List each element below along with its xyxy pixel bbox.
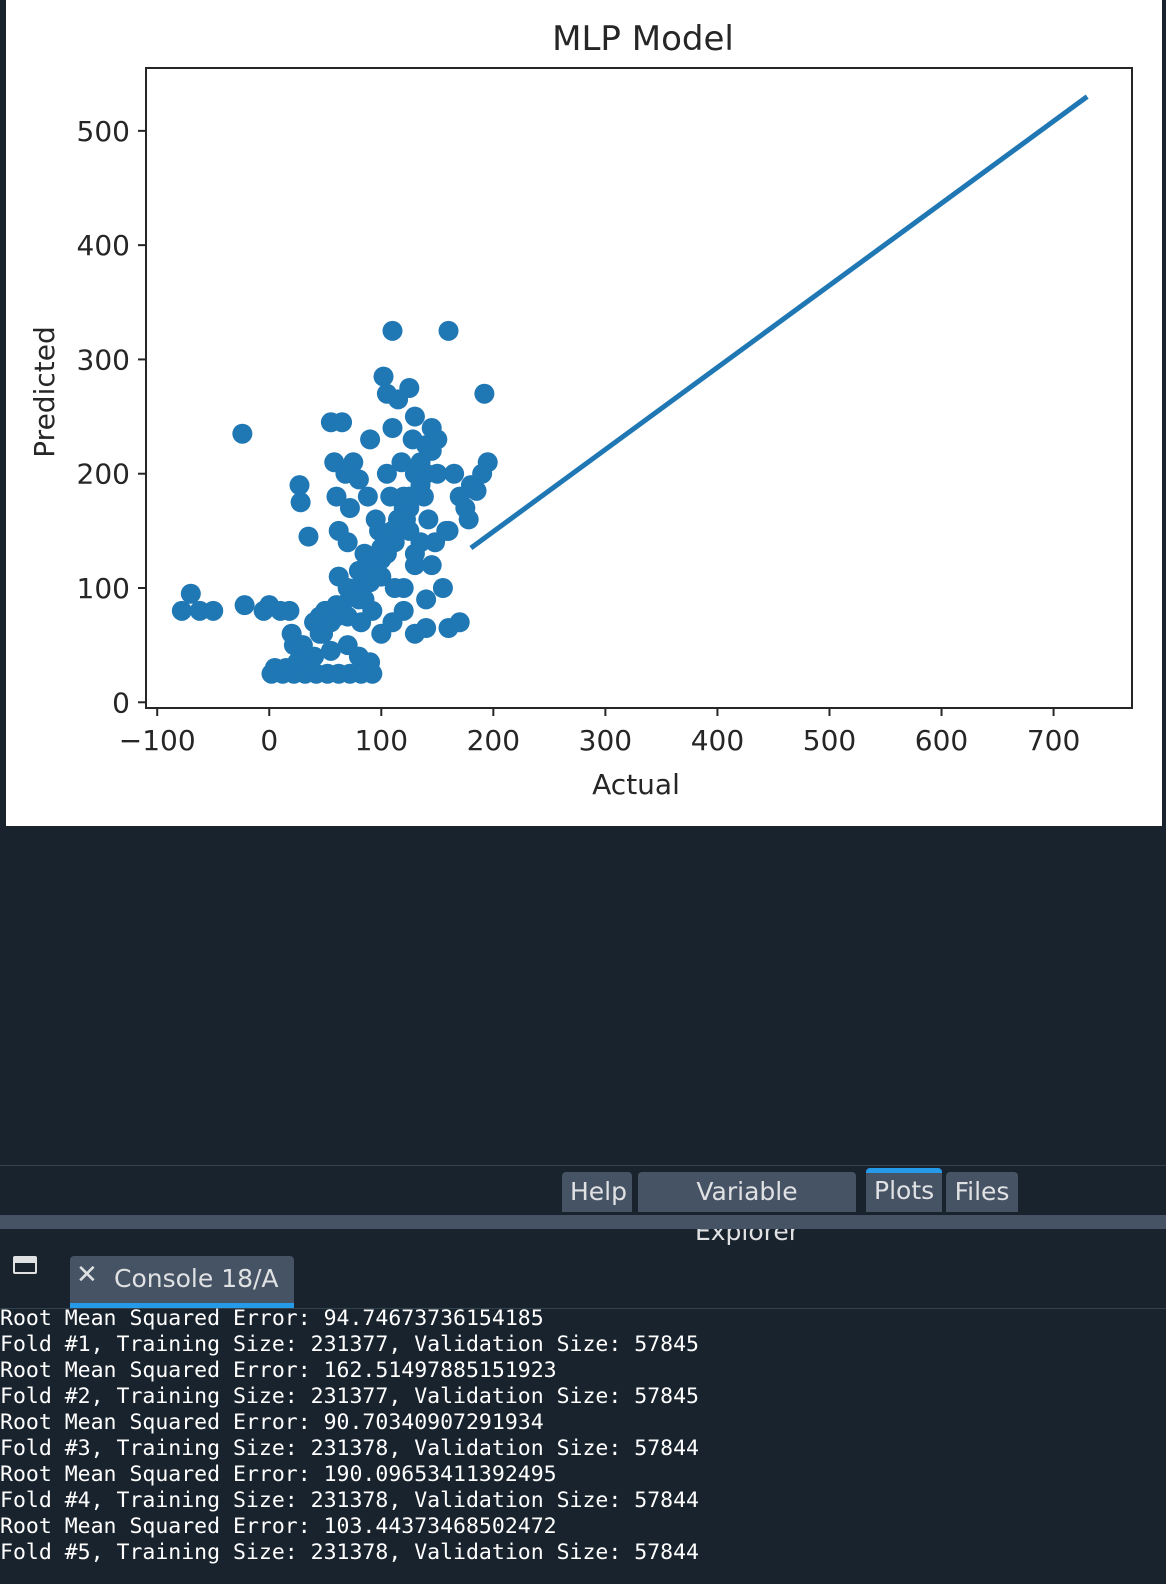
chart-marks xyxy=(171,94,1089,684)
scatter-point xyxy=(354,589,375,610)
scatter-point xyxy=(393,578,414,598)
scatter-point xyxy=(289,475,310,496)
scatter-point xyxy=(416,618,437,638)
x-tick-label: 300 xyxy=(579,724,632,757)
x-axis: −100 0 100 200 300 400 500 600 700 xyxy=(119,708,1080,757)
scatter-point xyxy=(438,320,459,341)
y-tick-label: 400 xyxy=(77,229,130,262)
scatter-point xyxy=(357,486,378,507)
x-tick-label: 100 xyxy=(355,724,408,757)
x-tick-label: 600 xyxy=(915,724,968,757)
fit-line xyxy=(469,94,1089,551)
scatter-point xyxy=(404,543,425,564)
console-line: Fold #2, Training Size: 231377, Validati… xyxy=(0,1384,699,1409)
console-output[interactable]: Root Mean Squared Error: 94.746737361541… xyxy=(0,1306,1166,1584)
scatter-point xyxy=(326,486,347,507)
scatter-point xyxy=(292,635,313,656)
scatter-point xyxy=(180,583,201,604)
scatter-point xyxy=(373,366,394,387)
scatter-point xyxy=(432,578,453,598)
plot-canvas: MLP Model −100 0 100 200 300 400 500 600 700 0 10… xyxy=(6,0,1162,826)
x-tick-label: 500 xyxy=(803,724,856,757)
scatter-point xyxy=(343,452,364,473)
x-tick-label: 0 xyxy=(260,724,278,757)
scatter-point xyxy=(337,532,358,553)
scatter-point xyxy=(477,452,498,473)
scatter-point xyxy=(279,600,300,621)
console-line: Fold #1, Training Size: 231377, Validati… xyxy=(0,1332,699,1357)
console-line: Root Mean Squared Error: 94.746737361541… xyxy=(0,1306,544,1331)
tab-console[interactable]: ✕ Console 18/A xyxy=(70,1256,294,1308)
scatter-point xyxy=(234,595,255,616)
scatter-point xyxy=(382,418,403,438)
scatter-point xyxy=(474,383,495,404)
mlp-scatter-chart: MLP Model −100 0 100 200 300 400 500 600 700 0 10… xyxy=(28,19,1133,801)
scatter-point xyxy=(438,520,459,541)
scatter-point xyxy=(203,600,224,621)
tab-variable-explorer[interactable]: Variable Explorer xyxy=(638,1172,856,1246)
scatter-point xyxy=(290,492,311,513)
y-axis-label: Predicted xyxy=(28,326,61,457)
pane-tab-bar: Help Variable Explorer Plots Files xyxy=(0,1165,1166,1246)
scatter-point xyxy=(337,606,358,627)
scatter-point xyxy=(410,452,431,473)
scatter-point xyxy=(449,612,470,633)
scatter-point xyxy=(404,406,425,427)
y-axis: 0 100 200 300 400 500 xyxy=(77,115,146,719)
scatter-point xyxy=(458,509,479,530)
scatter-point xyxy=(421,555,442,576)
console-line: Root Mean Squared Error: 103.44373468502… xyxy=(0,1514,557,1539)
scatter-point xyxy=(376,543,397,564)
console-line: Fold #5, Training Size: 231378, Validati… xyxy=(0,1540,699,1565)
scatter-point xyxy=(393,600,414,621)
tab-help[interactable]: Help xyxy=(562,1172,632,1212)
scatter-point xyxy=(382,320,403,341)
scatter-point xyxy=(391,452,412,473)
scatter-point xyxy=(376,463,397,484)
y-tick-label: 500 xyxy=(77,115,130,148)
scatter-point xyxy=(466,480,487,501)
scatter-point xyxy=(298,526,319,547)
y-tick-label: 100 xyxy=(77,572,130,605)
y-tick-label: 0 xyxy=(112,686,130,719)
x-tick-label: 700 xyxy=(1027,724,1080,757)
scatter-point xyxy=(388,509,409,530)
scatter-point xyxy=(332,412,353,433)
console-line: Root Mean Squared Error: 90.703409072919… xyxy=(0,1410,544,1435)
x-tick-label: −100 xyxy=(119,724,196,757)
pane-splitter[interactable] xyxy=(0,1215,1166,1229)
console-line: Fold #3, Training Size: 231378, Validati… xyxy=(0,1436,699,1461)
scatter-point xyxy=(360,429,381,450)
y-tick-label: 200 xyxy=(77,458,130,491)
scatter-point xyxy=(171,600,192,621)
console-line: Fold #4, Training Size: 231378, Validati… xyxy=(0,1488,699,1513)
scatter-point xyxy=(339,498,360,518)
tab-plots[interactable]: Plots xyxy=(866,1168,942,1212)
plot-area-frame xyxy=(145,67,1133,709)
close-icon[interactable]: ✕ xyxy=(76,1260,98,1290)
scatter-point xyxy=(399,486,420,507)
console-line: Root Mean Squared Error: 162.51497885151… xyxy=(0,1358,557,1383)
scatter-point xyxy=(399,378,420,398)
console-line: Root Mean Squared Error: 190.09653411392… xyxy=(0,1462,557,1487)
console-tab-label: Console 18/A xyxy=(114,1264,279,1293)
x-axis-label: Actual xyxy=(592,768,680,801)
scatter-point xyxy=(320,612,341,633)
tab-files[interactable]: Files xyxy=(946,1172,1018,1212)
chart-title: MLP Model xyxy=(552,19,734,59)
scatter-point xyxy=(232,423,253,444)
x-tick-label: 400 xyxy=(691,724,744,757)
console-header: ✕ Console 18/A xyxy=(0,1229,1166,1309)
scatter-point xyxy=(444,463,465,484)
scatter-point xyxy=(348,469,369,490)
scatter-point xyxy=(320,640,341,661)
scatter-point xyxy=(365,566,386,587)
scatter-point xyxy=(418,509,439,530)
y-tick-label: 300 xyxy=(77,343,130,376)
scatter-point xyxy=(362,663,383,684)
window-options-icon[interactable] xyxy=(13,1256,37,1274)
x-tick-label: 200 xyxy=(467,724,520,757)
scatter-point xyxy=(416,589,437,610)
